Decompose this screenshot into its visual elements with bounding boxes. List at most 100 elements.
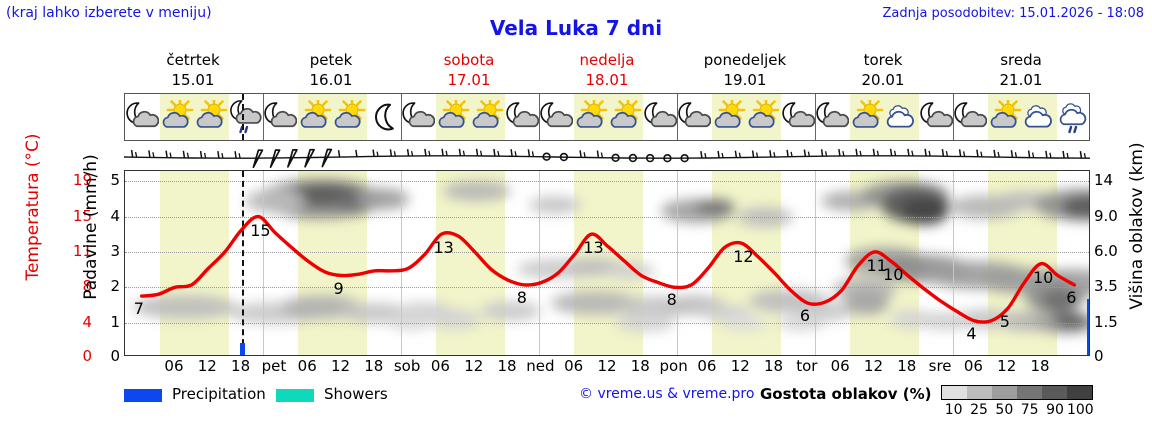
day-name: sobota [443,51,495,69]
gridline-horizontal [125,251,1089,253]
temperature-point-label: 4 [966,323,977,343]
day-date: 20.01 [861,71,905,89]
temperature-point-label: 10 [1033,267,1054,287]
x-tick-label: 18 [630,357,650,375]
current-time-marker [241,94,244,140]
density-swatch [942,386,967,399]
x-tick-label: 18 [1030,357,1050,375]
day-name: sreda [1000,51,1042,69]
cloud-icon [1022,94,1057,140]
copyright-text: © vreme.us & vreme.pro [579,386,755,402]
precipitation-tick-label: 0 [110,347,120,365]
day-separator [263,94,264,140]
temperature-tick-label: 8 [82,277,92,296]
density-tick-label: 75 [1020,402,1039,418]
day-header-3: sobota 17.01 [400,50,538,92]
sun-cloud-icon [574,94,609,140]
x-tick-label: 18 [764,357,784,375]
density-swatch [1042,386,1067,399]
temperature-point-label: 12 [733,247,754,267]
density-tick-label: 100 [1066,402,1094,418]
cloud-drizzle-icon [1057,94,1092,140]
day-name: torek [863,51,903,69]
day-header-5: ponedeljek 19.01 [676,50,814,92]
x-tick-label: tor [796,357,818,375]
gridline-horizontal [125,322,1089,324]
gridline-day-separator [953,171,954,355]
temperature-tick-label: 11 [72,241,92,260]
x-tick-label: 12 [464,357,484,375]
day-date: 16.01 [309,71,353,89]
temperature-point-label: 8 [666,290,677,310]
showers-legend-label: Showers [324,385,388,403]
moon-cloud-icon [919,94,954,140]
gridline-day-separator [677,171,678,355]
precipitation-tick-label: 3 [110,241,120,260]
sun-cloud-icon [194,94,229,140]
temperature-tick-label: 15 [72,206,92,225]
moon-cloud-icon [505,94,540,140]
chart-legend: Precipitation Showers © vreme.us & vreme… [124,385,1144,421]
moon-cloud-icon [953,94,988,140]
precipitation-bar [1086,298,1089,355]
x-tick-label: 12 [597,357,617,375]
temperature-curve [140,214,1076,324]
density-swatch [967,386,992,399]
day-name: nedelja [579,51,635,69]
x-tick-label: 12 [730,357,750,375]
temperature-axis-title: Temperatura (°C) [23,133,43,281]
cloudheight-tick-label: 14 [1094,171,1114,190]
gridline-day-separator [539,171,540,355]
cloud-icon [884,94,919,140]
temperature-point-label: 6 [799,306,811,326]
cloudheight-tick-label: 1.5 [1094,312,1118,331]
day-header-1: četrtek 15.01 [124,50,262,92]
day-separator [953,94,954,140]
cloudheight-axis-ticks: 14 9.0 6.0 3.5 1.5 0 [1094,170,1138,364]
x-tick-label: pon [659,357,688,375]
x-tick-label: 12 [863,357,884,375]
gridline-day-separator [263,171,264,355]
x-tick-label: 18 [897,357,917,375]
sun-cloud-icon [298,94,333,140]
x-tick-label: 12 [197,357,217,375]
sun-cloud-icon [470,94,505,140]
time-axis-ticks: 06 12 18 pet 06 12 18 sob 06 12 18 ned 06 12 18 pon 06 12… [124,357,1090,377]
page-title: Vela Luka 7 dni [489,16,663,40]
temperature-point-label: 7 [133,299,144,319]
sun-cloud-icon [850,94,885,140]
day-date: 15.01 [171,71,215,89]
x-tick-label: 18 [497,357,517,375]
day-separator [677,94,678,140]
cloudheight-tick-label: 3.5 [1094,277,1118,296]
cloudheight-tick-label: 9.0 [1094,206,1118,225]
location-menu-hint: (kraj lahko izberete v meniju) [6,5,212,21]
x-tick-label: 18 [231,357,251,375]
precipitation-legend-swatch [124,389,162,402]
day-date: 17.01 [447,71,491,89]
sun-cloud-icon [988,94,1023,140]
precipitation-bar [239,342,245,355]
day-header-strip: četrtek 15.01 petek 16.01 sobota 17.01 nedelja… [124,50,1090,92]
x-tick-label: 18 [364,357,384,375]
moon-cloud-icon [677,94,712,140]
density-tick-label: 50 [995,402,1014,418]
moon-cloud-drizzle-icon [229,94,264,140]
sun-cloud-icon [436,94,471,140]
density-tick-label: 25 [970,402,988,418]
daylight-band [159,171,229,355]
day-header-6: torek 20.01 [814,50,952,92]
temperature-axis-ticks: 19 15 11 8 4 0 [30,170,92,364]
precipitation-tick-label: 2 [110,277,120,296]
day-separator [401,94,402,140]
x-tick-label: sob [393,357,421,375]
cloud-density-title: Gostota oblakov (%) [760,385,932,403]
x-tick-label: 12 [997,357,1017,375]
moon-icon [367,94,402,140]
sun-cloud-icon [608,94,643,140]
precipitation-tick-label: 5 [110,171,120,190]
gridline-horizontal [125,287,1089,289]
moon-cloud-icon [815,94,850,140]
